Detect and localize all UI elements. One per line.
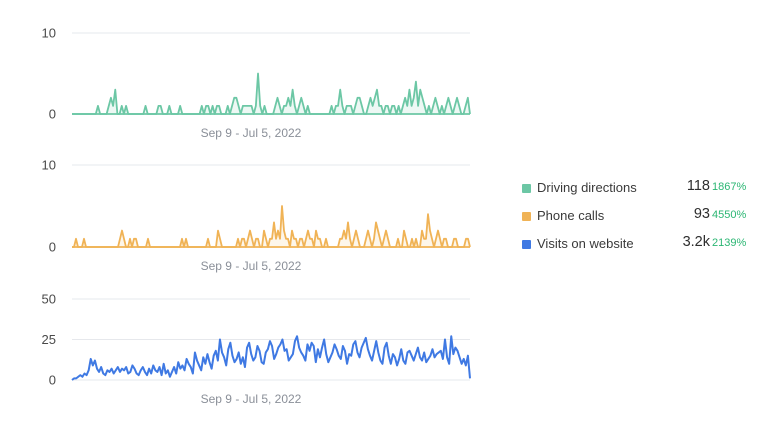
legend-change: 1867%: [712, 181, 747, 193]
legend-label: Phone calls: [537, 208, 605, 223]
y-tick-label: 25: [42, 332, 56, 347]
legend-total: 118: [686, 178, 710, 194]
series-line: [71, 335, 471, 381]
legend-row-phone-calls[interactable]: Phone calls 93 4550%: [522, 206, 752, 234]
y-tick-label: 0: [49, 373, 56, 388]
legend: Driving directions 118 1867% Phone calls…: [522, 178, 752, 262]
y-tick-label: 0: [49, 107, 56, 122]
legend-total: 3.2k: [682, 234, 710, 250]
legend-swatch-visits-on-website: [522, 240, 531, 249]
legend-change: 4550%: [712, 209, 747, 221]
legend-label: Visits on website: [537, 236, 634, 251]
charts-area: 10 0 Sep 9 - Jul 5, 2022 10 0 Sep 9 - Jul 5, …: [42, 26, 471, 406]
legend-total: 93: [693, 206, 710, 222]
legend-change: 2139%: [712, 237, 747, 249]
legend-row-driving-directions[interactable]: Driving directions 118 1867%: [522, 178, 752, 206]
legend-label: Driving directions: [537, 180, 637, 195]
series-area: [72, 206, 470, 247]
y-tick-label: 0: [49, 240, 56, 255]
legend-swatch-phone-calls: [522, 212, 531, 221]
x-axis-label: Sep 9 - Jul 5, 2022: [201, 392, 302, 406]
x-axis-label: Sep 9 - Jul 5, 2022: [201, 259, 302, 273]
series-area: [72, 73, 470, 114]
legend-swatch-driving-directions: [522, 184, 531, 193]
y-tick-label: 10: [42, 26, 56, 41]
legend-row-visits-on-website[interactable]: Visits on website 3.2k 2139%: [522, 234, 752, 262]
y-tick-label: 50: [42, 292, 56, 307]
x-axis-label: Sep 9 - Jul 5, 2022: [201, 126, 302, 140]
y-tick-label: 10: [42, 158, 56, 173]
